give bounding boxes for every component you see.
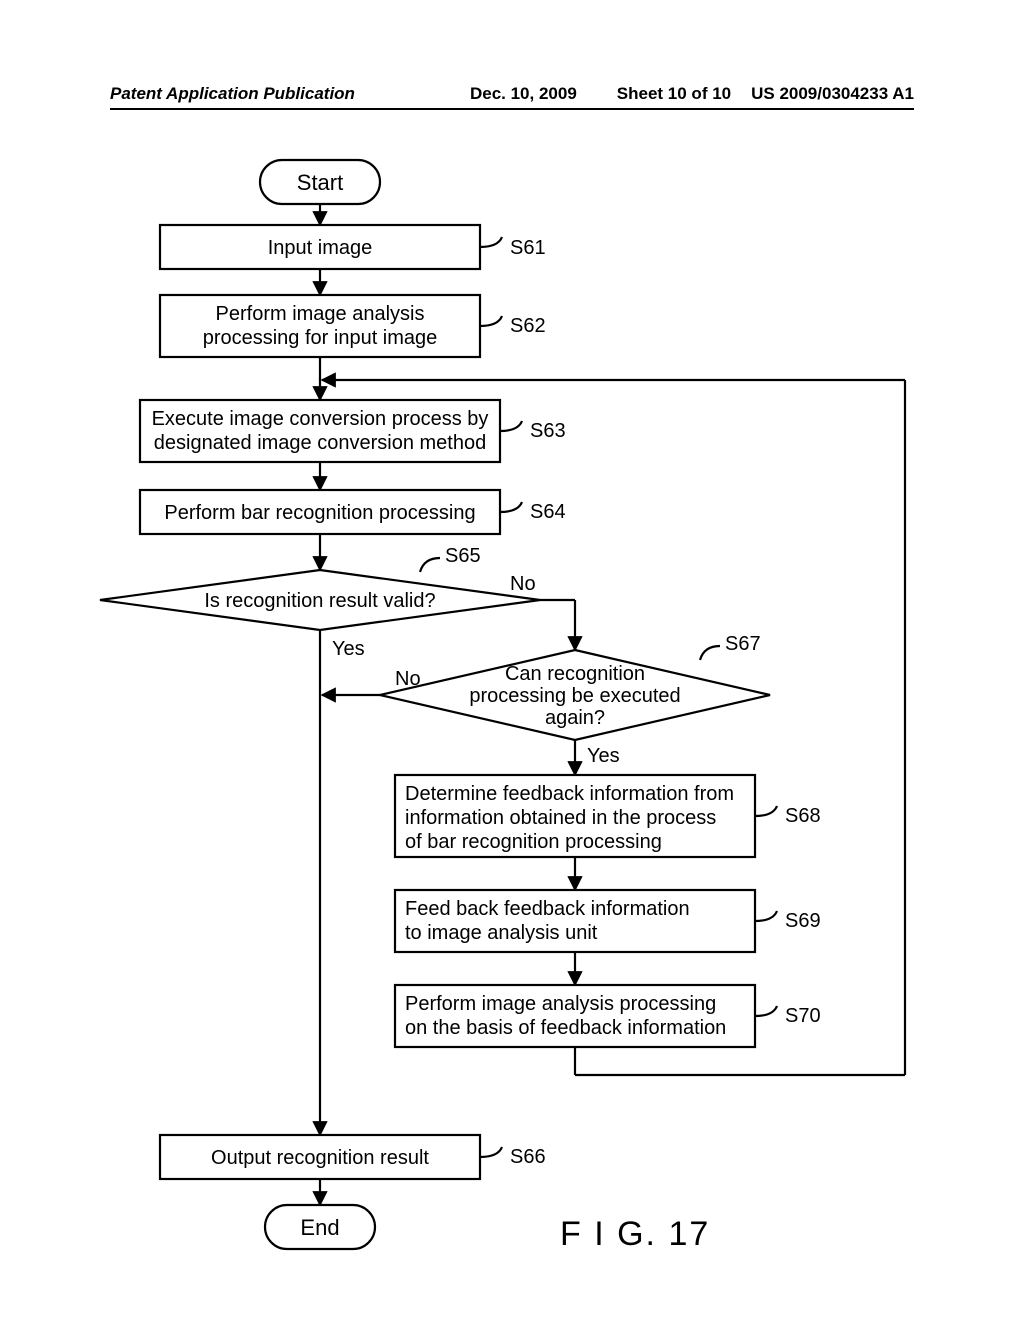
node-end-label: End [300,1215,339,1240]
node-s70-label2: on the basis of feedback information [405,1017,726,1039]
node-s68-label3: of bar recognition processing [405,831,662,853]
node-s63-label2: designated image conversion method [154,432,486,454]
node-start-label: Start [297,170,343,195]
node-s67-tag: S67 [725,633,761,655]
page-header: Patent Application Publication Dec. 10, … [110,84,914,110]
node-s67-label1: Can recognition [505,663,645,685]
node-s65-label: Is recognition result valid? [204,590,435,612]
node-s64-tag: S64 [530,501,566,523]
node-s68-label2: information obtained in the process [405,807,716,829]
header-date: Dec. 10, 2009 [450,84,597,104]
node-s67-no: No [395,668,421,690]
header-pubno: US 2009/0304233 A1 [751,84,914,104]
node-s64-label: Perform bar recognition processing [164,502,475,524]
node-s62-label1: Perform image analysis [216,303,425,325]
node-s67-label3: again? [545,707,605,729]
node-s66-tag: S66 [510,1146,546,1168]
node-s62-label2: processing for input image [203,327,438,349]
node-s61-label: Input image [268,237,373,259]
node-s69-label1: Feed back feedback information [405,898,690,920]
figure-label: F I G. 17 [560,1215,710,1253]
node-s67-yes: Yes [587,745,620,767]
header-sheet: Sheet 10 of 10 [597,84,751,104]
node-s68-tag: S68 [785,805,821,827]
node-s65-tag: S65 [445,545,481,567]
node-s61-tag: S61 [510,237,546,259]
node-s62-tag: S62 [510,315,546,337]
node-s70-label1: Perform image analysis processing [405,993,716,1015]
page: Patent Application Publication Dec. 10, … [0,0,1024,1320]
node-s65-yes: Yes [332,638,365,660]
flowchart: Start Input image S61 Perform image anal… [0,0,1024,1320]
node-s63-tag: S63 [530,420,566,442]
node-s68-label1: Determine feedback information from [405,783,734,805]
node-s70-tag: S70 [785,1005,821,1027]
node-s67-label2: processing be executed [469,685,680,707]
node-s65-no: No [510,573,536,595]
header-publication: Patent Application Publication [110,84,450,104]
node-s66-label: Output recognition result [211,1147,429,1169]
node-s69-label2: to image analysis unit [405,922,598,944]
node-s69-tag: S69 [785,910,821,932]
node-s63-label1: Execute image conversion process by [152,408,489,430]
